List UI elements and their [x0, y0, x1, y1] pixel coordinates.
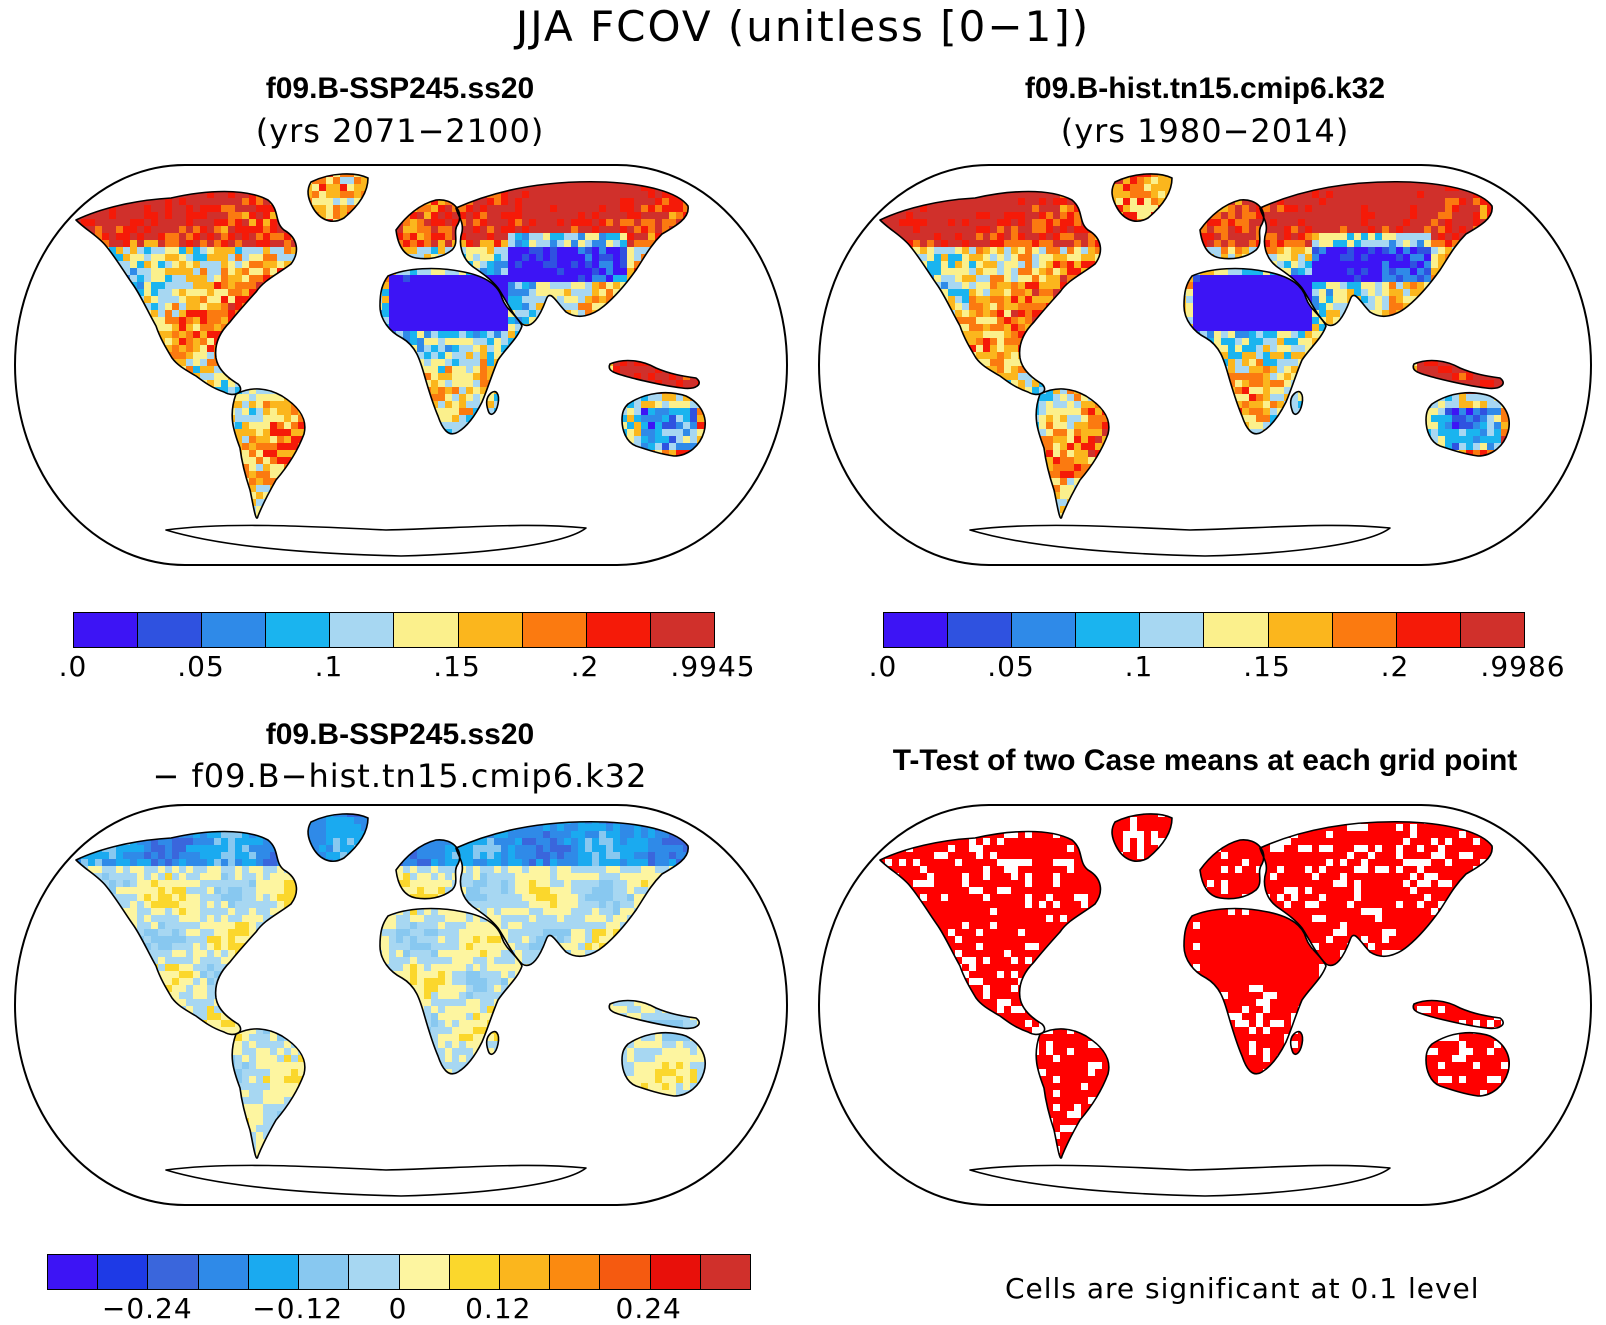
colorbar-swatch	[202, 613, 266, 647]
colorbar-tick-label: .05	[987, 650, 1035, 683]
colorbar-swatch	[148, 1255, 198, 1289]
ttest-title: T-Test of two Case means at each grid po…	[815, 744, 1595, 778]
colorbar-swatch	[1333, 613, 1397, 647]
colorbar-swatch	[600, 1255, 650, 1289]
colorbar-swatch	[48, 1255, 98, 1289]
colorbar-tick-label: −0.12	[252, 1292, 343, 1325]
colorbar-tick-label: .15	[1243, 650, 1291, 683]
colorbar-tick-label: .05	[177, 650, 225, 683]
ttest-map	[810, 800, 1600, 1210]
colorbar-swatch	[1076, 613, 1140, 647]
colorbar-swatch	[98, 1255, 148, 1289]
colorbar-tick-label: .1	[1125, 650, 1154, 683]
colorbar-swatch	[199, 1255, 249, 1289]
colorbar-swatch	[330, 613, 394, 647]
colorbar-swatch	[651, 613, 714, 647]
colorbar-swatch	[450, 1255, 500, 1289]
colorbar-swatch	[500, 1255, 550, 1289]
difference-title: f09.B-SSP245.ss20	[10, 718, 790, 752]
colorbar-swatch	[587, 613, 651, 647]
colorbar-tick-label: .0	[59, 650, 88, 683]
test-case-map	[6, 160, 796, 570]
ref-case-colorbar	[883, 612, 1525, 648]
colorbar-tick-label: .2	[1381, 650, 1410, 683]
colorbar-swatch	[523, 613, 587, 647]
colorbar-swatch	[1397, 613, 1461, 647]
colorbar-tick-label: .9945	[670, 650, 755, 683]
colorbar-swatch	[1461, 613, 1524, 647]
colorbar-swatch	[138, 613, 202, 647]
colorbar-swatch	[651, 1255, 701, 1289]
test-case-colorbar	[73, 612, 715, 648]
colorbar-swatch	[349, 1255, 399, 1289]
colorbar-swatch	[1269, 613, 1333, 647]
colorbar-tick-label: 0.24	[616, 1292, 682, 1325]
colorbar-swatch	[1204, 613, 1268, 647]
colorbar-swatch	[74, 613, 138, 647]
colorbar-swatch	[884, 613, 948, 647]
colorbar-tick-label: 0	[389, 1292, 408, 1325]
colorbar-tick-label: −0.24	[102, 1292, 193, 1325]
colorbar-swatch	[550, 1255, 600, 1289]
ref-case-title: f09.B-hist.tn15.cmip6.k32	[815, 72, 1595, 106]
colorbar-tick-label: .2	[571, 650, 600, 683]
colorbar-swatch	[948, 613, 1012, 647]
colorbar-tick-label: 0.12	[465, 1292, 531, 1325]
difference-subtitle: − f09.B−hist.tn15.cmip6.k32	[10, 757, 790, 795]
colorbar-swatch	[1140, 613, 1204, 647]
significance-note: Cells are significant at 0.1 level	[1005, 1272, 1480, 1305]
colorbar-swatch	[400, 1255, 450, 1289]
colorbar-swatch	[1012, 613, 1076, 647]
ref-case-map	[810, 160, 1600, 570]
ref-case-subtitle: (yrs 1980−2014)	[815, 112, 1595, 150]
test-case-title: f09.B-SSP245.ss20	[10, 72, 790, 106]
colorbar-tick-label: .15	[433, 650, 481, 683]
colorbar-tick-label: .0	[869, 650, 898, 683]
colorbar-swatch	[249, 1255, 299, 1289]
colorbar-swatch	[701, 1255, 750, 1289]
colorbar-tick-label: .9986	[1480, 650, 1565, 683]
colorbar-swatch	[299, 1255, 349, 1289]
colorbar-swatch	[394, 613, 458, 647]
difference-map	[6, 800, 796, 1210]
difference-colorbar	[47, 1254, 751, 1290]
colorbar-swatch	[266, 613, 330, 647]
colorbar-tick-label: .1	[315, 650, 344, 683]
colorbar-swatch	[459, 613, 523, 647]
figure-title: JJA FCOV (unitless [0−1])	[0, 2, 1606, 51]
test-case-subtitle: (yrs 2071−2100)	[10, 112, 790, 150]
